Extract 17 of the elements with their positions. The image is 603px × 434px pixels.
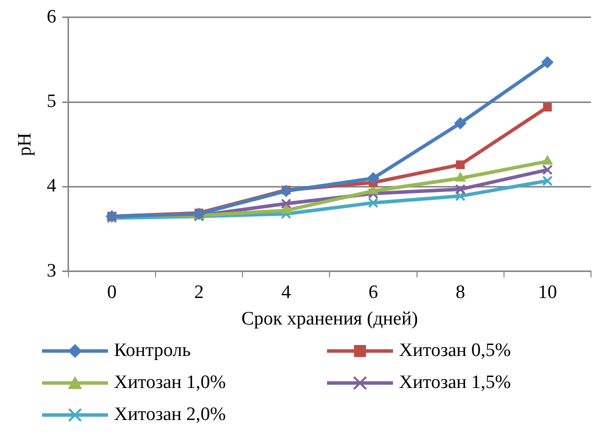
x-axis-title: Срок хранения (дней) [241, 308, 418, 330]
y-tick-label: 3 [46, 260, 56, 282]
x-tick-label: 8 [456, 282, 466, 303]
legend-label: Хитозан 2,0% [114, 404, 226, 426]
legend-label: Хитозан 1,0% [114, 372, 226, 394]
legend-label: Контроль [114, 340, 191, 362]
y-tick-label: 6 [46, 6, 56, 28]
legend-label: Хитозан 1,5% [399, 372, 511, 394]
x-tick-label: 0 [107, 282, 117, 303]
y-tick-label: 5 [46, 91, 56, 112]
legend-label: Хитозан 0,5% [399, 340, 511, 362]
x-tick-label: 6 [368, 282, 378, 303]
y-tick-label: 4 [46, 176, 57, 197]
x-tick-label: 2 [194, 282, 204, 303]
x-tick-label: 4 [281, 282, 292, 303]
x-tick-label: 10 [538, 282, 557, 303]
y-axis-title: pH [14, 132, 36, 156]
